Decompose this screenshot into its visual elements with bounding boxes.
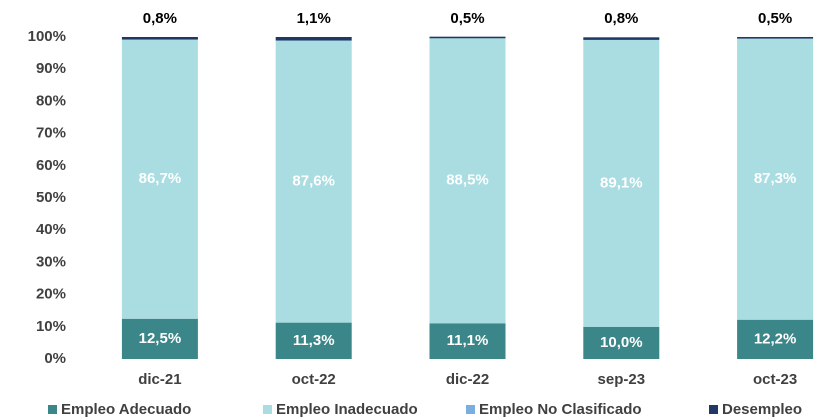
legend-swatch xyxy=(48,405,57,414)
legend-label: Empleo Adecuado xyxy=(61,401,191,418)
data-label: 12,2% xyxy=(754,330,797,347)
y-tick-label: 50% xyxy=(36,189,66,206)
data-label: 12,5% xyxy=(139,330,182,347)
x-tick-label: dic-22 xyxy=(446,371,489,388)
bar-segment xyxy=(429,323,506,359)
x-tick-label: oct-23 xyxy=(753,371,797,388)
bar-segment xyxy=(121,39,198,319)
data-label: 89,1% xyxy=(600,174,643,191)
x-tick-label: oct-22 xyxy=(292,371,336,388)
bar-segment xyxy=(121,318,198,359)
bar-segment xyxy=(737,37,814,39)
y-tick-label: 40% xyxy=(36,221,66,238)
x-tick-label: dic-21 xyxy=(138,371,181,388)
bar-segment xyxy=(121,37,198,40)
bar-segment xyxy=(583,37,660,40)
legend-swatch xyxy=(466,405,475,414)
bar-segment xyxy=(275,322,352,359)
bar-segment xyxy=(737,319,814,359)
y-tick-label: 60% xyxy=(36,157,66,174)
legend-label: Empleo No Clasificado xyxy=(479,401,642,418)
bar-segment xyxy=(429,38,506,324)
y-tick-label: 20% xyxy=(36,286,66,303)
legend-label: Empleo Inadecuado xyxy=(276,401,418,418)
data-label: 0,5% xyxy=(450,10,484,27)
y-tick-label: 10% xyxy=(36,318,66,335)
bar-segment xyxy=(583,326,660,359)
data-label: 0,8% xyxy=(604,10,638,27)
bar-segment xyxy=(429,36,506,39)
data-label: 88,5% xyxy=(446,172,489,189)
bar-segment xyxy=(583,39,660,327)
x-tick-label: sep-23 xyxy=(598,371,646,388)
data-label: 11,1% xyxy=(447,332,489,349)
data-label: 11,3% xyxy=(293,332,335,349)
y-tick-label: 100% xyxy=(28,28,66,45)
data-label: 0,8% xyxy=(143,10,177,27)
y-tick-label: 90% xyxy=(36,60,66,77)
legend-swatch xyxy=(709,405,718,414)
data-label: 0,5% xyxy=(758,10,792,27)
legend-swatch xyxy=(263,405,272,414)
data-label: 87,3% xyxy=(754,170,797,187)
y-tick-label: 70% xyxy=(36,125,66,142)
bar-segment xyxy=(275,40,352,323)
y-tick-label: 80% xyxy=(36,92,66,109)
bar-segment xyxy=(275,37,352,41)
data-label: 87,6% xyxy=(292,173,335,190)
y-tick-label: 0% xyxy=(44,350,66,367)
legend-label: Desempleo xyxy=(722,401,802,418)
data-label: 86,7% xyxy=(139,170,182,187)
data-label: 1,1% xyxy=(297,10,331,27)
bar-segment xyxy=(737,38,814,320)
y-tick-label: 30% xyxy=(36,253,66,270)
data-label: 10,0% xyxy=(600,334,643,351)
